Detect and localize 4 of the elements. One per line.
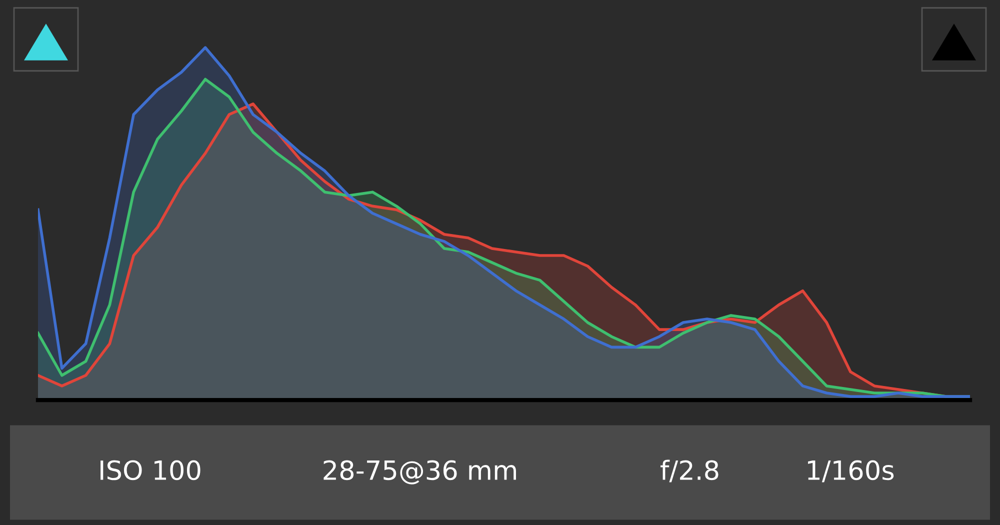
text: 1/160s [808,460,894,482]
text: ISO 100 [100,460,200,480]
text: 28-75@36 mm [324,460,516,484]
text: f/2.8 [660,460,718,482]
